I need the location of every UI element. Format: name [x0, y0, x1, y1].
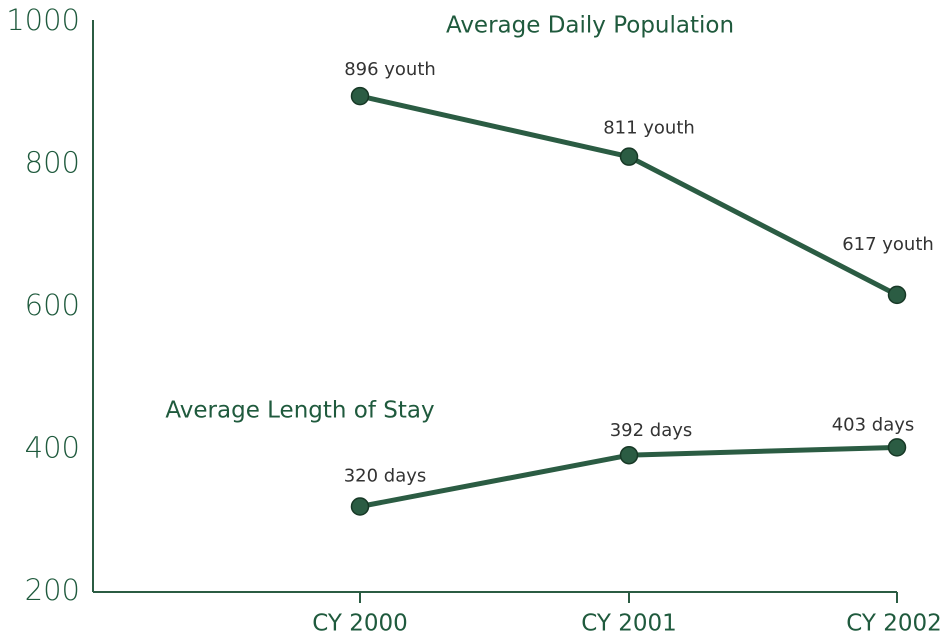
- series-label: Average Length of Stay: [165, 398, 434, 424]
- y-tick-label: 400: [25, 431, 80, 465]
- y-tick-label: 200: [25, 573, 80, 607]
- value-label: 617 youth: [842, 234, 934, 255]
- value-label: 320 days: [344, 466, 427, 487]
- point: [350, 497, 370, 516]
- x-tick-label: CY 2002: [846, 611, 942, 637]
- y-tick-label: 1000: [6, 3, 80, 37]
- point: [619, 445, 639, 465]
- point: [350, 86, 370, 106]
- value-label: 811 youth: [603, 118, 695, 139]
- x-tick-label: CY 2001: [581, 611, 677, 637]
- y-tick-label: 600: [25, 288, 80, 322]
- value-label: 896 youth: [344, 59, 436, 80]
- y-tick-label: 800: [25, 146, 80, 180]
- series-label: Average Daily Population: [446, 13, 734, 39]
- value-label: 392 days: [610, 420, 693, 441]
- point: [887, 285, 907, 305]
- point: [887, 438, 907, 457]
- point: [619, 147, 639, 166]
- value-label: 403 days: [832, 414, 915, 435]
- x-tick-label: CY 2000: [312, 611, 408, 637]
